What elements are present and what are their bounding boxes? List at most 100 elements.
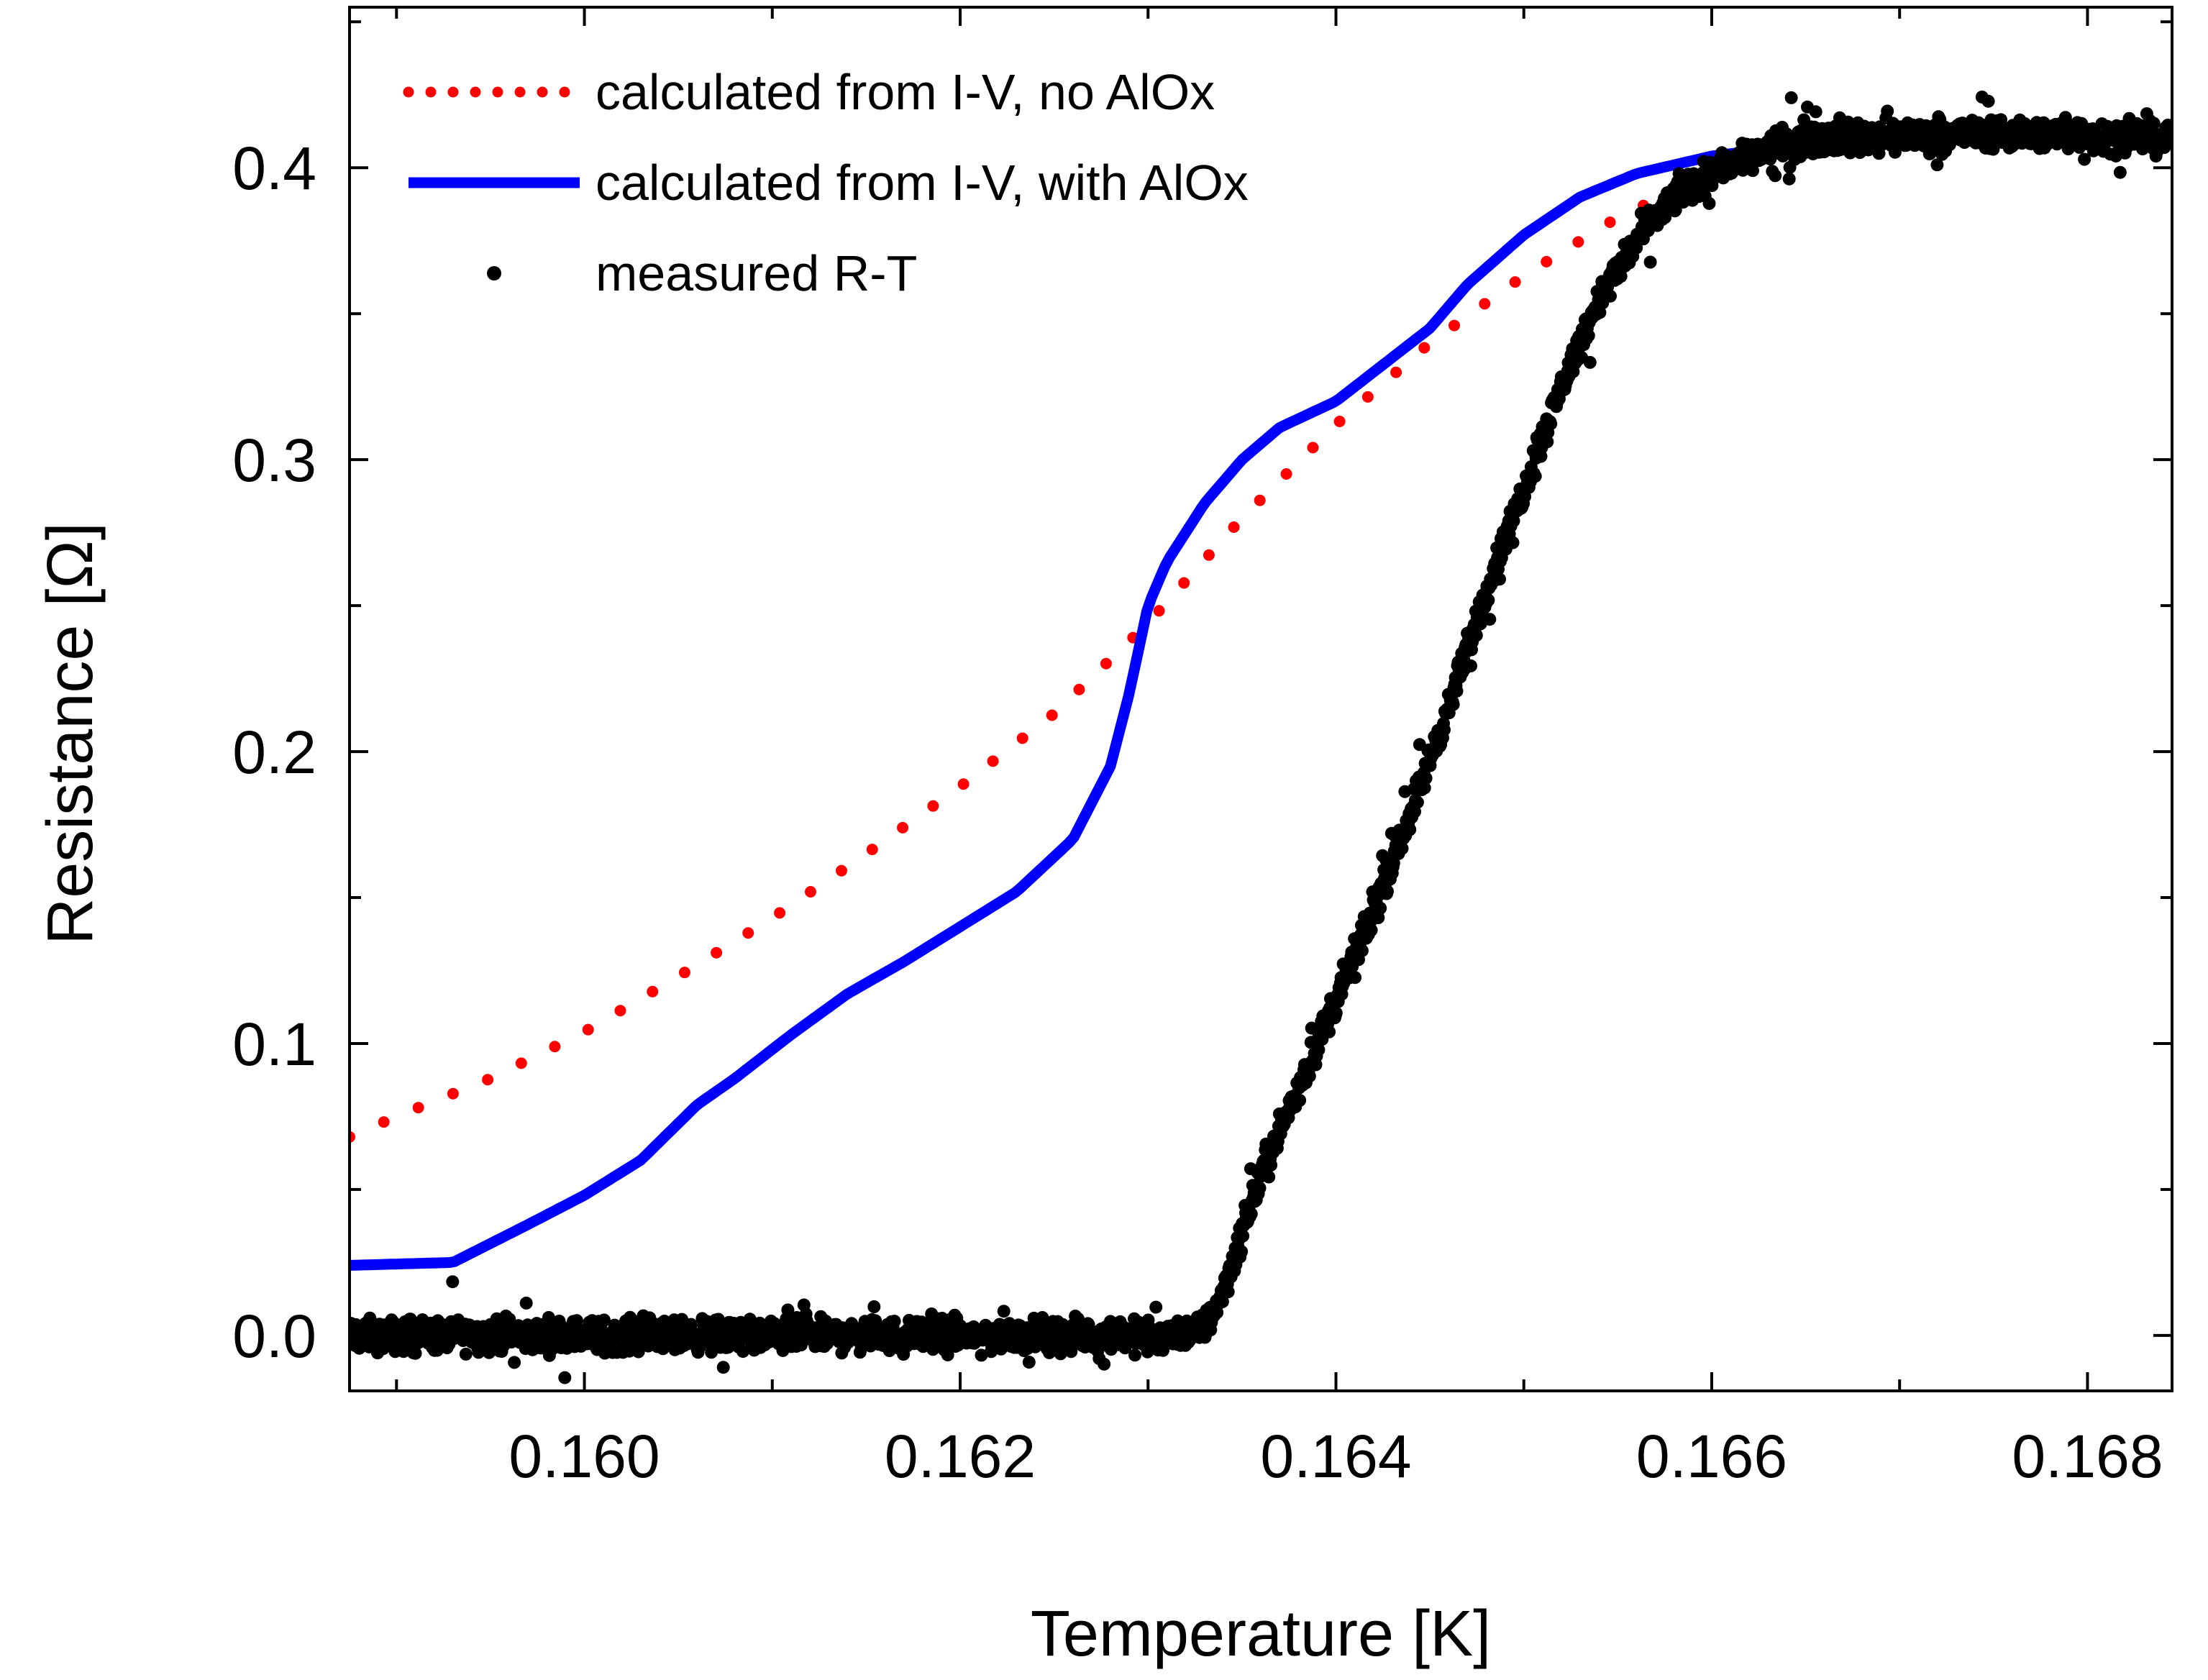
measured-point (2078, 152, 2091, 166)
legend-label-with-alox: calculated from I-V, with AlOx (596, 155, 1249, 211)
legend-label-measured: measured R-T (596, 245, 917, 301)
measured-point (1253, 1181, 1267, 1195)
measured-point (1244, 1207, 1258, 1220)
measured-point (1888, 145, 1902, 159)
measured-point (1323, 1025, 1336, 1038)
measured-point (1303, 1069, 1316, 1083)
measured-point (1507, 514, 1520, 528)
measured-point (888, 1315, 901, 1328)
measured-point (1235, 1245, 1249, 1259)
measured-point (1482, 593, 1495, 607)
measured-point (1446, 698, 1460, 711)
measured-point (1583, 355, 1597, 369)
measured-point (1098, 1357, 1111, 1371)
measured-point (736, 1345, 749, 1359)
measured-point (1364, 923, 1378, 937)
measured-point (1022, 1356, 1036, 1369)
measured-point (1438, 723, 1451, 736)
measured-point (1128, 1348, 1141, 1362)
measured-point (1395, 841, 1409, 855)
measured-point (1157, 1343, 1169, 1357)
measured-point (1809, 105, 1822, 119)
y-tick-label: 0.0 (232, 1302, 316, 1370)
measured-point (597, 1313, 611, 1327)
measured-point (1643, 255, 1657, 269)
measured-point (1381, 885, 1394, 898)
plot-frame (348, 6, 2173, 1392)
series-0 (350, 127, 2172, 1143)
measured-point (1604, 289, 1617, 303)
measured-point (2113, 165, 2127, 179)
measured-point (867, 1300, 881, 1313)
y-tick-label: 0.3 (232, 426, 316, 494)
y-tick-label: 0.2 (232, 718, 316, 786)
measured-point (1544, 417, 1558, 431)
measured-point (1582, 329, 1595, 342)
y-axis-ticks: 0.0 0.1 0.2 0.3 0.4 (232, 20, 2172, 1370)
measured-point (459, 1347, 473, 1361)
measured-point (1418, 781, 1431, 795)
measured-point (1312, 1043, 1326, 1056)
x-axis-title: Temperature [K] (1031, 1598, 1491, 1670)
measured-point (1410, 795, 1424, 809)
y-axis-title: Resistance [Ω] (35, 522, 106, 945)
measured-point (1349, 971, 1362, 985)
measured-point (941, 1348, 954, 1361)
x-tick-label: 0.164 (1260, 1423, 1411, 1490)
measured-point (716, 1361, 730, 1374)
measured-point (570, 1314, 583, 1328)
measured-point (508, 1356, 521, 1369)
legend-label-no-alox: calculated from I-V, no AlOx (596, 64, 1215, 120)
x-tick-label: 0.168 (2012, 1423, 2163, 1490)
measured-point (1464, 659, 1477, 672)
measured-point (1355, 944, 1369, 957)
x-tick-label: 0.160 (508, 1423, 660, 1490)
y-tick-label: 0.4 (232, 134, 316, 202)
measured-point (1374, 901, 1387, 915)
legend: calculated from I-V, no AlOx calculated … (403, 64, 1249, 301)
measured-point (1506, 536, 1520, 549)
measured-point (409, 1346, 422, 1360)
measured-point (1149, 1300, 1163, 1314)
measured-point (1746, 164, 1759, 178)
measured-point (446, 1275, 460, 1289)
measured-point (1072, 1312, 1085, 1325)
measured-point (1293, 1094, 1307, 1107)
measured-point (1784, 91, 1798, 104)
measured-point (1236, 1229, 1250, 1243)
measured-point (1528, 470, 1542, 483)
measured-point (1669, 204, 1682, 217)
measured-point (1215, 1295, 1229, 1308)
measured-point (1702, 196, 1716, 210)
measured-point (743, 1312, 757, 1326)
measured-point (1483, 613, 1497, 626)
measured-point (1469, 629, 1483, 642)
measured-point (1782, 172, 1796, 186)
measured-point (1419, 772, 1433, 785)
measured-point (558, 1371, 572, 1384)
measured-point (1221, 1285, 1235, 1299)
measured-point (1450, 684, 1464, 698)
measured-point (1769, 169, 1782, 183)
y-tick-label: 0.1 (232, 1010, 316, 1078)
measured-point (2147, 117, 2161, 130)
measured-point (1930, 158, 1944, 172)
no-alox-curve (350, 127, 2172, 1143)
measured-point (1262, 1170, 1276, 1184)
measured-point (1264, 1159, 1278, 1172)
legend-swatch-measured (487, 266, 501, 280)
x-tick-label: 0.166 (1636, 1423, 1787, 1490)
series-2 (350, 90, 2172, 1384)
measured-point (975, 1348, 988, 1362)
measured-point (1541, 435, 1554, 449)
measured-point (997, 1305, 1011, 1318)
measured-point (1881, 104, 1894, 118)
measured-point (1981, 94, 1995, 108)
measured-point (1329, 1006, 1343, 1020)
measured-point (2166, 136, 2172, 150)
measured-point (781, 1303, 795, 1317)
measured-point (1493, 572, 1506, 586)
x-tick-label: 0.162 (885, 1423, 1036, 1490)
